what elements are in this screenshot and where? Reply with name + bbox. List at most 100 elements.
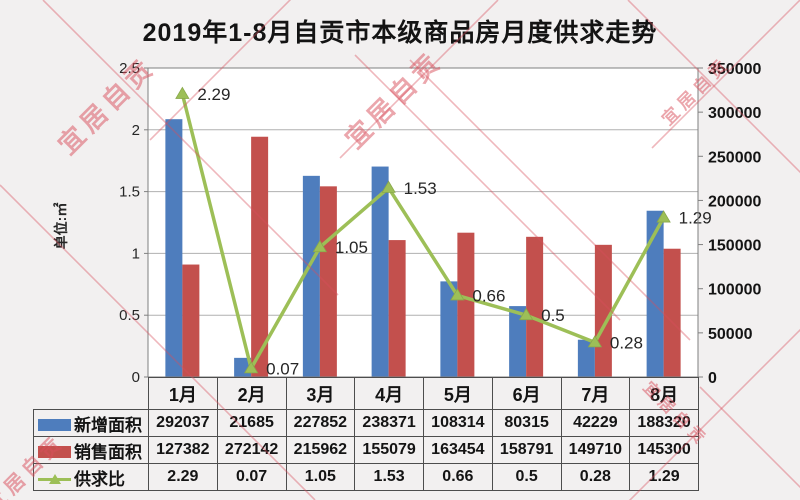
row-label-text: 销售面积 (74, 442, 142, 462)
ratio-marker-4 (450, 288, 465, 301)
sold-area-bar-1 (251, 136, 269, 377)
ratio-data-label-5: 0.5 (541, 306, 565, 325)
ratio-data-label-2: 1.05 (335, 238, 368, 257)
left-axis-tick-label: 1.5 (119, 184, 140, 201)
table-row-ratio: 供求比 2.29 0.07 1.05 1.53 0.66 0.5 0.28 1.29 (33, 463, 699, 491)
left-axis-tick-label: 2.5 (119, 60, 140, 77)
sold-area-bar-2 (319, 186, 337, 377)
cell-ratio-0: 2.29 (148, 463, 218, 491)
ratio-marker-2 (312, 239, 328, 253)
cell-sold-area-6: 149710 (560, 436, 631, 464)
right-axis-tick-label: 0 (708, 370, 717, 387)
sold-area-bar-5 (526, 236, 544, 377)
new-area-bar-5 (509, 306, 527, 377)
right-axis-tick-label: 100000 (708, 282, 761, 299)
cell-new-area-5: 80315 (491, 409, 562, 437)
sold-area-bar-6 (594, 244, 612, 377)
cell-ratio-2: 1.05 (285, 463, 356, 491)
table-corner-cell (34, 378, 149, 410)
cell-new-area-7: 188320 (629, 409, 699, 437)
right-axis-tick-label: 50000 (708, 326, 753, 343)
month-header-1: 2月 (216, 377, 287, 410)
data-table: 1月 2月 3月 4月 5月 6月 7月 8月 新增面积 292037 21685 227852 23… (33, 377, 699, 491)
month-header-4: 5月 (423, 377, 493, 410)
ratio-data-label-7: 1.29 (679, 209, 712, 228)
ratio-data-label-6: 0.28 (610, 333, 643, 352)
cell-ratio-7: 1.29 (629, 463, 699, 491)
right-axis-tick-label: 200000 (708, 193, 761, 210)
cell-new-area-6: 42229 (560, 409, 631, 437)
new-area-bar-2 (302, 175, 320, 377)
right-axis-tick-label: 350000 (708, 61, 761, 78)
left-axis-tick-label: 1 (132, 245, 140, 262)
plot-area (148, 68, 698, 377)
month-header-7: 8月 (629, 377, 699, 410)
cell-sold-area-5: 158791 (491, 436, 562, 464)
cell-sold-area-4: 163454 (423, 436, 493, 464)
ratio-marker-3 (381, 180, 396, 193)
sold-area-bar-0 (182, 264, 200, 377)
ratio-data-label-1: 0.07 (266, 359, 299, 378)
table-row-new-area: 新增面积 292037 21685 227852 238371 108314 80315 42… (33, 409, 699, 437)
left-axis-tick-label: 0 (132, 369, 140, 386)
month-header-5: 6月 (491, 377, 562, 410)
table-body: 新增面积 292037 21685 227852 238371 108314 80315 42… (33, 409, 699, 491)
cell-ratio-4: 0.66 (423, 463, 493, 491)
cell-ratio-3: 1.53 (354, 463, 424, 491)
new-area-bar-7 (646, 210, 664, 377)
new-area-bar-6 (577, 339, 595, 377)
legend-swatch-sold-area-icon (38, 446, 71, 459)
sold-area-bar-7 (663, 248, 681, 377)
left-axis-title: 单位:㎡ (53, 203, 69, 250)
cell-new-area-2: 227852 (285, 409, 356, 437)
cell-sold-area-1: 272142 (216, 436, 287, 464)
month-header-6: 7月 (560, 377, 631, 410)
sold-area-bar-3 (388, 240, 406, 377)
row-label-sold-area: 销售面积 (33, 436, 149, 464)
row-label-new-area: 新增面积 (33, 409, 149, 437)
table-row-sold-area: 销售面积 127382 272142 215962 155079 163454 158791… (33, 436, 699, 464)
ratio-data-label-4: 0.66 (472, 286, 505, 305)
cell-sold-area-2: 215962 (285, 436, 356, 464)
new-area-bar-3 (371, 166, 389, 377)
cell-ratio-5: 0.5 (491, 463, 562, 491)
right-axis-tick-label: 250000 (708, 149, 761, 166)
cell-ratio-6: 0.28 (560, 463, 631, 491)
chart-title: 2019年1-8月自贡市本级商品房月度供求走势 (142, 19, 658, 47)
ratio-marker-7 (656, 210, 671, 223)
cell-sold-area-0: 127382 (148, 436, 218, 464)
month-header-3: 4月 (354, 377, 424, 410)
row-label-text: 新增面积 (74, 415, 142, 435)
left-axis-tick-label: 0.5 (119, 307, 140, 324)
sold-area-bar-4 (457, 232, 475, 377)
ratio-marker-5 (518, 307, 534, 321)
left-axis-tick-label: 2 (132, 122, 140, 139)
row-label-ratio: 供求比 (33, 463, 149, 491)
month-header-2: 3月 (285, 377, 356, 410)
month-header-row: 1月 2月 3月 4月 5月 6月 7月 8月 (34, 377, 699, 410)
ratio-marker-1 (243, 361, 259, 374)
cell-new-area-3: 238371 (354, 409, 424, 437)
ratio-marker-6 (587, 335, 603, 348)
table-head: 1月 2月 3月 4月 5月 6月 7月 8月 (34, 377, 699, 410)
cell-ratio-1: 0.07 (216, 463, 287, 491)
new-area-bar-0 (165, 119, 183, 378)
ratio-data-label-3: 1.53 (404, 179, 437, 198)
legend-swatch-new-area-icon (38, 419, 71, 432)
legend-swatch-ratio-icon (38, 473, 71, 486)
cell-new-area-4: 108314 (423, 409, 493, 437)
cell-new-area-1: 21685 (216, 409, 287, 437)
row-label-text: 供求比 (74, 469, 125, 489)
right-axis-tick-label: 150000 (708, 238, 761, 255)
right-axis-tick-label: 300000 (708, 105, 761, 122)
new-area-bar-4 (440, 281, 458, 377)
ratio-line (180, 92, 666, 371)
cell-sold-area-3: 155079 (354, 436, 424, 464)
cell-sold-area-7: 145300 (629, 436, 699, 464)
cell-new-area-0: 292037 (148, 409, 218, 437)
month-header-0: 1月 (148, 377, 218, 410)
legend-triangle-icon (48, 473, 61, 484)
ratio-data-label-0: 2.29 (197, 85, 230, 104)
